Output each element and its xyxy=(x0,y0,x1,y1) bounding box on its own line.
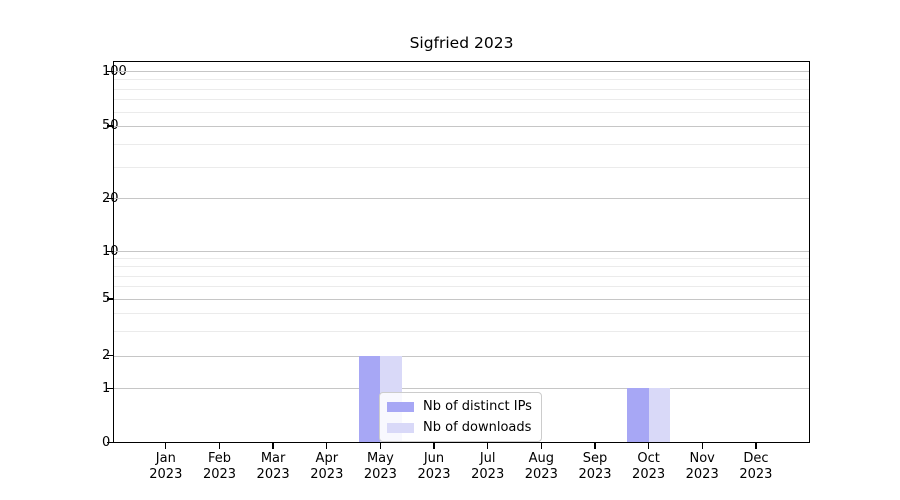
bar-nb-of-distinct-ips-oct xyxy=(626,388,649,442)
x-tick-year: 2023 xyxy=(578,467,612,482)
x-tick-month: Sep xyxy=(582,451,608,466)
plot-area: 0125102050100Jan2023Feb2023Mar2023Apr202… xyxy=(102,61,810,482)
y-axis-tick-label-0: 0 xyxy=(102,436,110,449)
y-axis-tick-10 xyxy=(107,250,113,252)
bar-nb-of-distinct-ips-may xyxy=(358,355,381,442)
x-axis-tick-label-may: May 2023 xyxy=(350,451,410,483)
legend: Nb of distinct IPs Nb of downloads xyxy=(379,392,542,442)
x-axis-tick-label-jan: Jan 2023 xyxy=(136,451,196,483)
minor-gridline-8 xyxy=(114,266,809,268)
x-axis-tick-label-sep: Sep 2023 xyxy=(565,451,625,483)
minor-gridline-30 xyxy=(114,166,809,168)
y-axis-tick-label-100: 100 xyxy=(102,63,127,79)
minor-gridline-80 xyxy=(114,88,809,90)
x-axis-tick-label-jul: Jul 2023 xyxy=(458,451,518,483)
minor-gridline-9 xyxy=(114,258,809,259)
legend-item-nb-of-downloads: Nb of downloads xyxy=(387,420,532,435)
x-tick-year: 2023 xyxy=(310,467,344,482)
x-tick-month: Oct xyxy=(637,451,660,466)
x-axis-tick-dec xyxy=(755,443,757,449)
x-tick-year: 2023 xyxy=(363,467,397,482)
x-tick-year: 2023 xyxy=(417,467,451,482)
x-axis-tick-label-aug: Aug 2023 xyxy=(511,451,571,483)
major-gridline-5 xyxy=(114,298,809,300)
x-axis-tick-jan xyxy=(165,443,167,449)
x-axis-tick-mar xyxy=(272,443,274,449)
x-axis-tick-may xyxy=(379,443,382,449)
x-axis-tick-jun xyxy=(433,443,435,449)
y-axis-tick-label-50: 50 xyxy=(102,118,119,134)
minor-gridline-7 xyxy=(114,275,809,277)
x-tick-month: Apr xyxy=(315,451,339,466)
minor-gridline-70 xyxy=(114,98,809,100)
x-tick-year: 2023 xyxy=(739,467,773,482)
minor-gridline-4 xyxy=(114,312,809,314)
y-axis-tick-label-20: 20 xyxy=(102,190,119,206)
y-axis-tick-1 xyxy=(107,387,113,390)
x-axis-tick-nov xyxy=(701,443,703,449)
x-axis-tick-oct xyxy=(647,443,650,449)
x-axis-tick-feb xyxy=(218,443,221,449)
x-axis-tick-label-dec: Dec 2023 xyxy=(726,451,786,483)
major-gridline-20 xyxy=(114,198,809,200)
x-axis-tick-label-jun: Jun 2023 xyxy=(404,451,464,483)
minor-gridline-6 xyxy=(114,285,809,287)
y-axis-tick-label-5: 5 xyxy=(102,292,110,305)
x-tick-month: Jun xyxy=(423,451,445,466)
y-axis-tick-label-1: 1 xyxy=(102,382,110,395)
y-axis-tick-50 xyxy=(107,125,113,127)
x-tick-month: Mar xyxy=(260,451,286,466)
x-axis-tick-label-oct: Oct 2023 xyxy=(619,451,679,483)
major-gridline-100 xyxy=(114,71,809,72)
y-axis-tick-20 xyxy=(107,197,113,200)
x-tick-month: Jan xyxy=(155,451,176,466)
y-axis-tick-label-2: 2 xyxy=(102,349,110,362)
major-gridline-50 xyxy=(114,125,809,127)
x-axis-tick-jul xyxy=(487,443,489,449)
legend-item-nb-of-distinct-ips: Nb of distinct IPs xyxy=(387,399,532,414)
minor-gridline-60 xyxy=(114,111,809,113)
y-axis-tick-5 xyxy=(107,298,113,300)
x-tick-year: 2023 xyxy=(632,467,666,482)
legend-label-nb-of-downloads: Nb of downloads xyxy=(423,420,532,435)
x-tick-year: 2023 xyxy=(471,467,505,482)
minor-gridline-40 xyxy=(114,143,809,145)
y-axis-tick-2 xyxy=(107,355,113,357)
x-tick-year: 2023 xyxy=(685,467,719,482)
x-axis-tick-sep xyxy=(594,443,596,449)
x-axis-tick-label-nov: Nov 2023 xyxy=(672,451,732,483)
x-tick-month: Jul xyxy=(479,451,496,466)
bar-nb-of-downloads-oct xyxy=(648,388,671,442)
x-axis-tick-label-feb: Feb 2023 xyxy=(190,451,250,483)
major-gridline-1 xyxy=(114,388,809,390)
legend-label-nb-of-distinct-ips: Nb of distinct IPs xyxy=(423,399,532,414)
x-tick-year: 2023 xyxy=(149,467,183,482)
minor-gridline-3 xyxy=(114,330,809,332)
major-gridline-2 xyxy=(114,355,809,357)
x-tick-month: Dec xyxy=(743,451,769,466)
chart-title: Sigfried 2023 xyxy=(409,34,514,52)
x-axis-tick-label-mar: Mar 2023 xyxy=(243,451,303,483)
x-axis-tick-aug xyxy=(540,443,542,449)
major-gridline-10 xyxy=(114,251,809,252)
legend-swatch-nb-of-distinct-ips xyxy=(387,401,414,412)
x-tick-month: Feb xyxy=(207,451,232,466)
x-tick-month: Nov xyxy=(689,451,715,466)
x-tick-year: 2023 xyxy=(256,467,290,482)
x-tick-year: 2023 xyxy=(202,467,237,482)
minor-gridline-90 xyxy=(114,78,809,80)
legend-swatch-nb-of-downloads xyxy=(387,422,414,433)
y-axis-tick-0 xyxy=(107,441,113,443)
y-axis-tick-100 xyxy=(107,70,113,72)
x-tick-year: 2023 xyxy=(524,467,558,482)
y-axis-tick-label-10: 10 xyxy=(102,243,119,259)
x-tick-month: Aug xyxy=(528,451,554,466)
x-axis-tick-label-apr: Apr 2023 xyxy=(297,451,357,483)
x-axis-tick-apr xyxy=(326,443,328,449)
x-tick-month: May xyxy=(366,451,394,466)
